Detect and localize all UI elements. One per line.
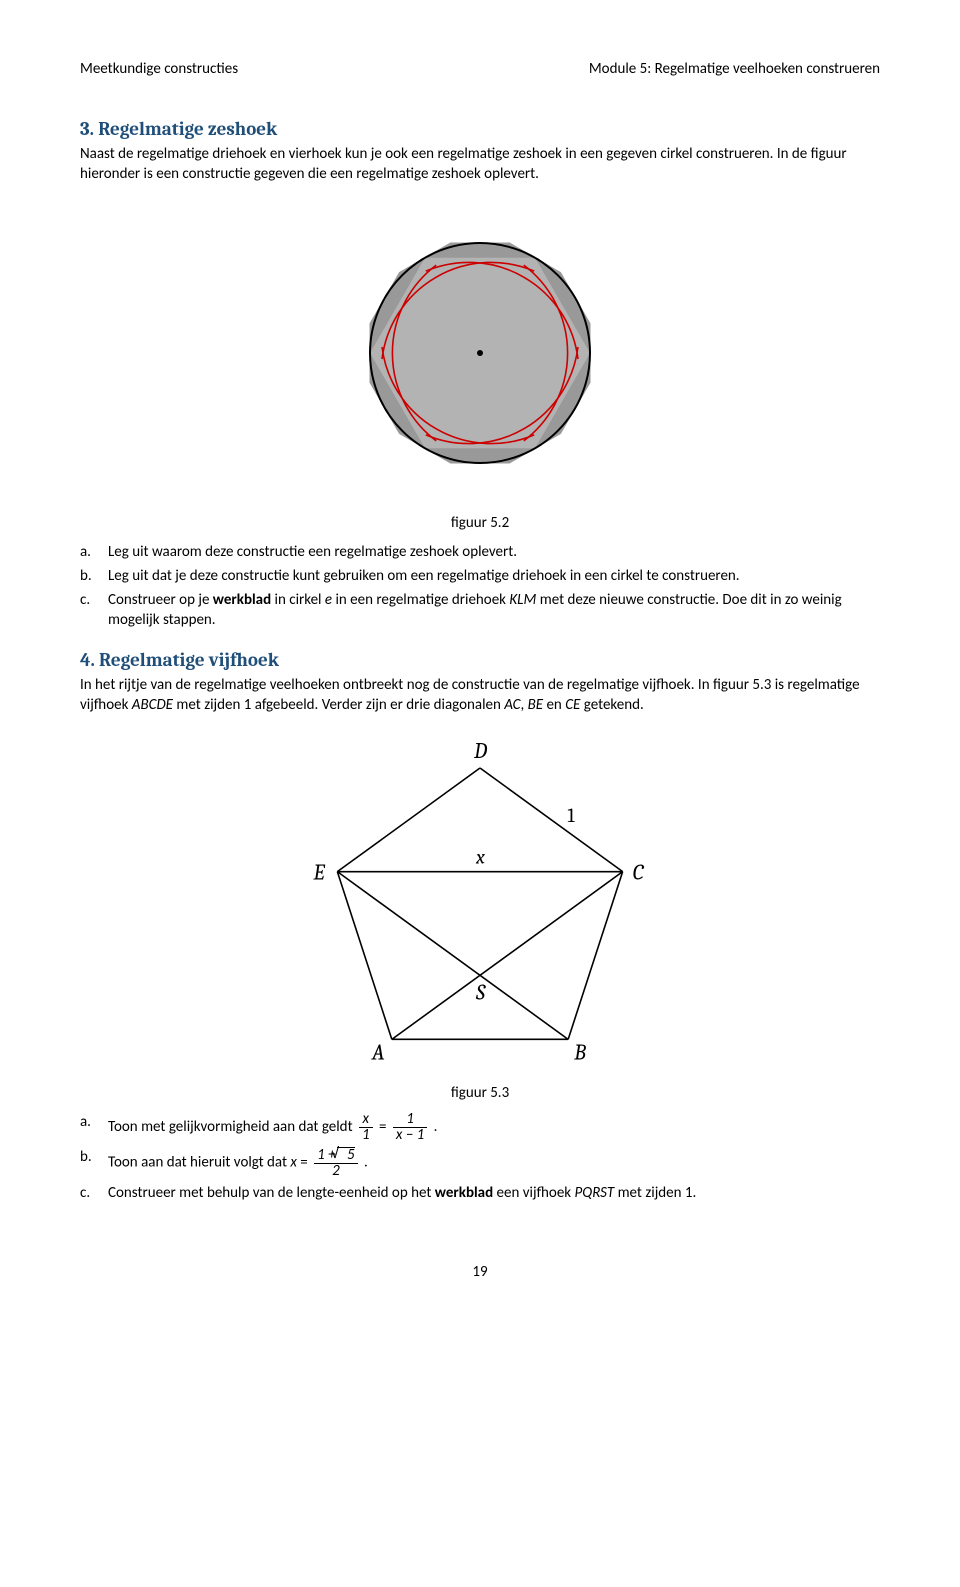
figure-5-2: figuur 5.2 [80,203,880,532]
header-left: Meetkundige constructies [80,60,238,78]
section-4-intro: In het rijtje van de regelmatige veelhoe… [80,675,880,716]
pentagon-svg: D C B A E S 1 x [300,733,660,1073]
section-3-title: 3. Regelmatige zeshoek [80,118,880,140]
q3b: Leg uit dat je deze constructie kunt geb… [108,566,880,586]
svg-text:E: E [312,860,325,886]
svg-text:D: D [473,738,488,764]
section-3-intro: Naast de regelmatige driehoek en vierhoe… [80,144,880,185]
svg-text:C: C [633,860,645,886]
page-number: 19 [80,1263,880,1281]
q4b: Toon aan dat hieruit volgt dat x = 1 + 5… [108,1147,880,1179]
svg-text:1: 1 [567,804,575,827]
figure-5-3: D C B A E S 1 x figuur 5.3 [80,733,880,1102]
svg-text:x: x [475,846,485,869]
fraction-2: 1x − 1 [393,1112,427,1143]
fraction-1: x1 [359,1112,373,1143]
page-header: Meetkundige constructies Module 5: Regel… [80,60,880,78]
q4a: Toon met gelijkvormigheid aan dat geldt … [108,1112,880,1143]
hexagon-construction-svg [330,203,630,503]
q3a: Leg uit waarom deze constructie een rege… [108,542,880,562]
figure-5-3-caption: figuur 5.3 [80,1084,880,1102]
svg-text:S: S [475,979,486,1005]
q3c: Construeer op je werkblad in cirkel e in… [108,590,880,631]
fraction-3: 1 + 5 2 [314,1147,357,1179]
section-4-questions: Toon met gelijkvormigheid aan dat geldt … [80,1112,880,1203]
section-3-questions: Leg uit waarom deze constructie een rege… [80,542,880,631]
svg-text:A: A [371,1039,385,1065]
figure-5-2-caption: figuur 5.2 [80,514,880,532]
header-right: Module 5: Regelmatige veelhoeken constru… [589,60,880,78]
q4c: Construeer met behulp van de lengte-eenh… [108,1183,880,1203]
section-4-title: 4. Regelmatige vijfhoek [80,649,880,671]
svg-text:B: B [573,1039,586,1065]
